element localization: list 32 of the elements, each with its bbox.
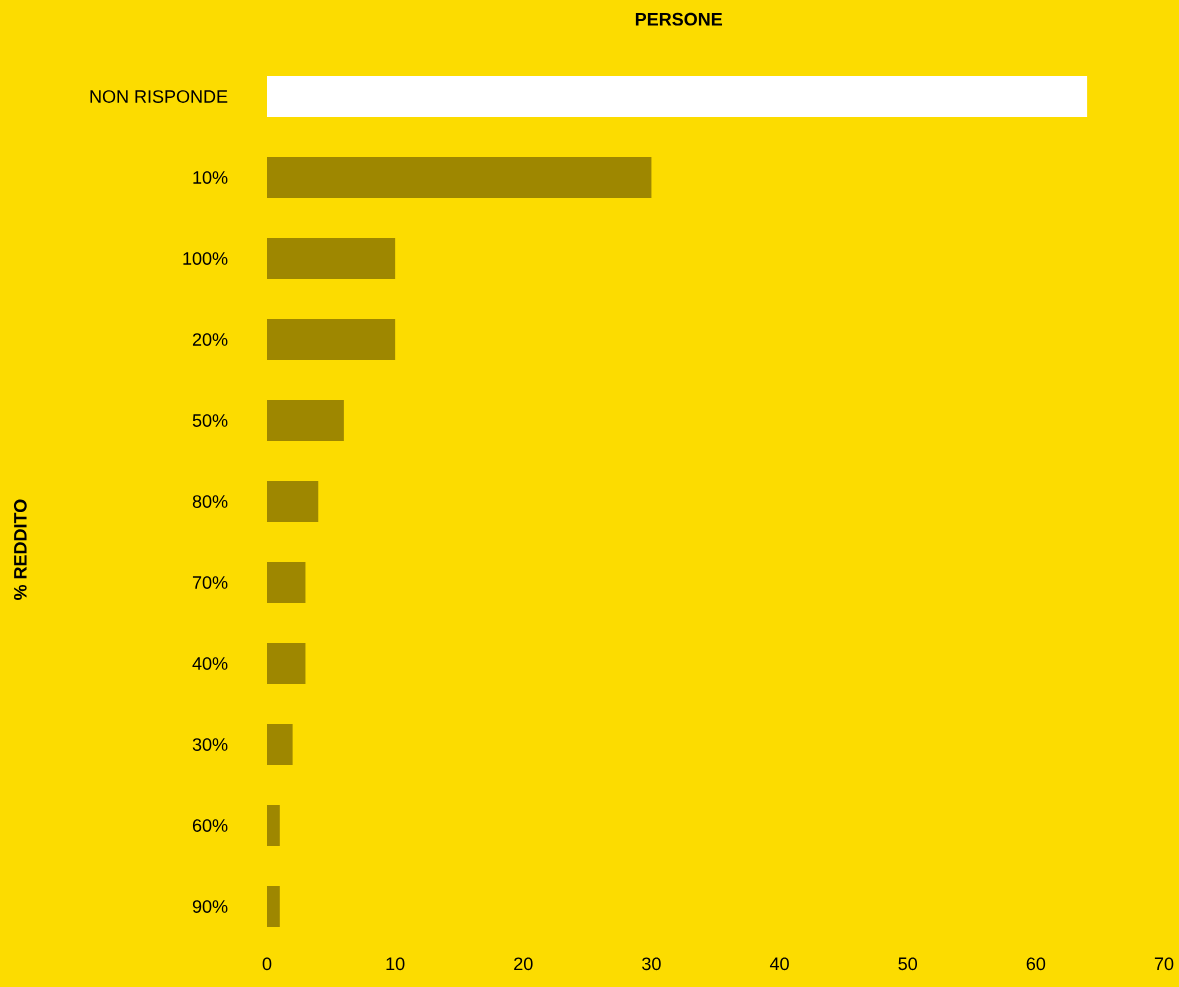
y-tick-label: 60% <box>192 819 228 832</box>
bar <box>267 562 306 604</box>
y-tick-label: 90% <box>192 900 228 913</box>
bar <box>267 319 396 361</box>
bar <box>267 724 293 766</box>
bar <box>267 238 396 280</box>
x-tick-label: 40 <box>769 957 789 971</box>
y-axis-title: % REDDITO <box>13 499 27 601</box>
bar <box>267 805 280 847</box>
y-tick-label: 30% <box>192 738 228 751</box>
y-tick-label: 50% <box>192 414 228 427</box>
y-tick-label: 70% <box>192 576 228 589</box>
y-tick-label: 10% <box>193 171 228 184</box>
bar <box>267 400 344 442</box>
x-tick-label: 20 <box>514 957 533 971</box>
y-tick-label: 100% <box>183 252 228 265</box>
y-tick-label: 40% <box>192 657 228 670</box>
bar <box>267 76 1088 118</box>
chart-title: PERSONE <box>635 12 723 26</box>
y-tick-label: 20% <box>192 333 228 346</box>
y-tick-label: 80% <box>192 495 228 508</box>
x-tick-label: 0 <box>262 957 272 971</box>
x-tick-label: 10 <box>386 957 405 971</box>
x-tick-label: 50 <box>898 957 918 971</box>
bar <box>267 157 652 199</box>
x-tick-label: 30 <box>642 957 661 971</box>
y-tick-label: NON RISPONDE <box>90 90 228 103</box>
bar <box>267 481 319 523</box>
x-tick-label: 60 <box>1026 957 1046 971</box>
x-tick-label: 70 <box>1154 957 1174 971</box>
bar <box>267 886 280 928</box>
bar <box>267 643 306 685</box>
